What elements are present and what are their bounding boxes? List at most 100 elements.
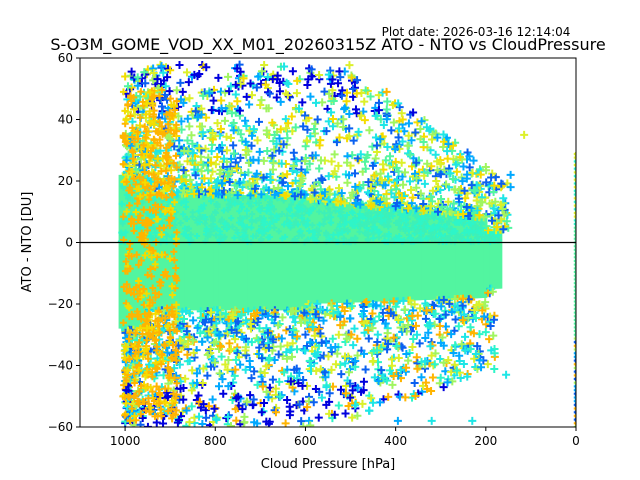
scatter-point [191, 107, 200, 116]
scatter-point [197, 213, 204, 220]
scatter-point [375, 312, 384, 321]
scatter-point [130, 159, 139, 168]
scatter-point [119, 319, 127, 327]
scatter-point [259, 156, 268, 165]
scatter-point [148, 253, 156, 261]
scatter-point [392, 185, 401, 194]
scatter-point [157, 191, 165, 199]
scatter-point [253, 217, 260, 224]
scatter-point [353, 218, 360, 225]
scatter-point [459, 210, 468, 219]
scatter-point [432, 176, 441, 185]
scatter-point [219, 389, 228, 398]
scatter-point [482, 178, 491, 187]
scatter-point [431, 129, 440, 138]
scatter-point [143, 221, 151, 229]
scatter-point [368, 142, 377, 151]
scatter-point [133, 185, 141, 193]
scatter-point [250, 367, 259, 376]
scatter-point [135, 378, 144, 387]
scatter-point [402, 363, 411, 372]
scatter-point [428, 186, 437, 195]
scatter-point [287, 112, 296, 121]
scatter-point [291, 235, 298, 242]
scatter-point [354, 127, 363, 136]
scatter-point [393, 416, 402, 425]
x-axis: 1000 800 600 400 200 0 [110, 427, 580, 448]
scatter-point [295, 369, 304, 378]
scatter-point [264, 356, 273, 365]
scatter-point [363, 230, 370, 237]
scatter-point [335, 238, 342, 245]
scatter-point [334, 330, 343, 339]
scatter-point [375, 398, 384, 407]
scatter-point [487, 346, 496, 355]
scatter-point [162, 399, 170, 407]
scatter-point [460, 186, 469, 195]
scatter-point [152, 208, 160, 216]
scatter-point [506, 170, 515, 179]
scatter-point [181, 374, 190, 383]
scatter-point [368, 324, 377, 333]
scatter-point [376, 135, 385, 144]
scatter-point [295, 400, 304, 409]
scatter-point [217, 352, 226, 361]
scatter-point [322, 400, 331, 409]
scatter-point [453, 235, 460, 242]
scatter-point [155, 399, 163, 407]
scatter-point [185, 94, 194, 103]
scatter-point [305, 416, 314, 425]
scatter-point [325, 189, 334, 198]
scatter-point [382, 376, 391, 385]
scatter-point [172, 121, 180, 129]
scatter-point [196, 307, 205, 316]
scatter-point [291, 176, 300, 185]
scatter-point [304, 397, 313, 406]
scatter-point [183, 203, 190, 210]
scatter-point [435, 315, 444, 324]
scatter-point [189, 213, 196, 220]
x-tick-label: 600 [294, 434, 317, 448]
scatter-point [348, 188, 357, 197]
scatter-point [334, 161, 343, 170]
scatter-point [211, 160, 220, 169]
scatter-point [360, 97, 369, 106]
scatter-point [199, 160, 208, 169]
scatter-point [141, 240, 149, 248]
scatter-point [159, 130, 167, 138]
scatter-point [248, 224, 255, 231]
scatter-point [374, 98, 383, 107]
scatter-point [275, 228, 282, 235]
scatter-point [286, 307, 295, 316]
scatter-point [438, 333, 447, 342]
scatter-point [183, 136, 192, 145]
scatter-point [122, 343, 130, 351]
scatter-point [212, 189, 221, 198]
scatter-point [264, 88, 273, 97]
scatter-point [358, 317, 367, 326]
y-tick-label: −40 [48, 359, 73, 373]
scatter-point [395, 103, 404, 112]
scatter-point [125, 186, 133, 194]
scatter-point [424, 328, 433, 337]
y-tick-label: 40 [58, 113, 73, 127]
scatter-point [498, 204, 507, 213]
scatter-point [323, 238, 330, 245]
scatter-point [356, 228, 363, 235]
scatter-point [461, 346, 470, 355]
scatter-points [117, 60, 576, 427]
scatter-point [365, 406, 374, 415]
scatter-point [197, 129, 206, 138]
scatter-point [348, 151, 357, 160]
scatter-point [283, 170, 292, 179]
scatter-point [215, 330, 224, 339]
scatter-point [242, 316, 251, 325]
scatter-point [203, 371, 212, 380]
scatter-point [143, 142, 152, 151]
scatter-point [459, 162, 468, 171]
scatter-point [439, 341, 448, 350]
scatter-point [158, 221, 165, 228]
x-tick-label: 1000 [110, 434, 141, 448]
scatter-point [329, 97, 338, 106]
scatter-point [305, 356, 314, 365]
